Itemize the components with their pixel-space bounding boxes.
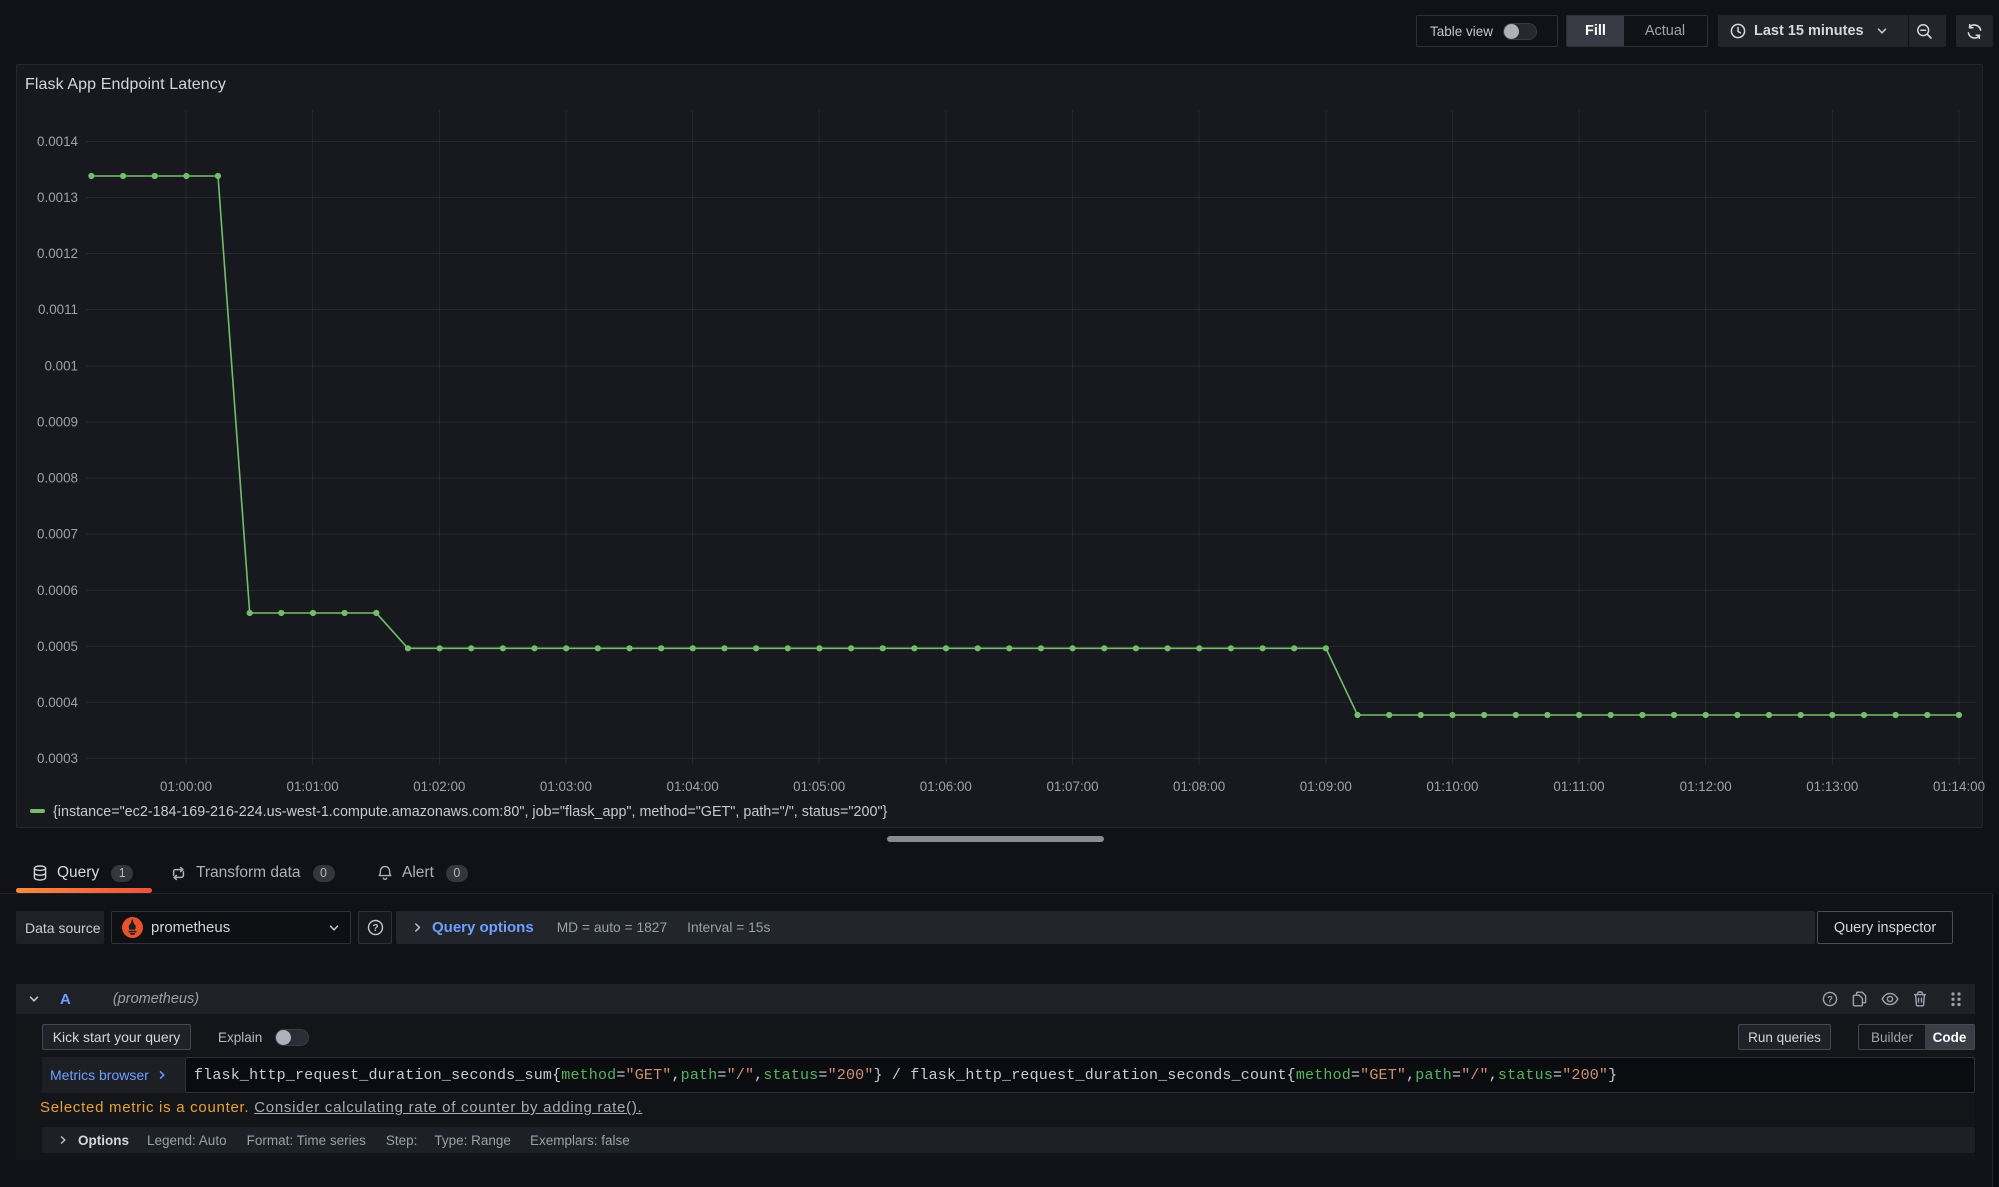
svg-text:0.0014: 0.0014: [37, 134, 79, 149]
svg-text:0.0005: 0.0005: [37, 639, 78, 654]
svg-text:0.001: 0.001: [44, 358, 78, 373]
svg-text:01:06:00: 01:06:00: [920, 779, 972, 794]
svg-text:{instance="ec2-184-169-216-224: {instance="ec2-184-169-216-224.us-west-1…: [53, 804, 888, 820]
svg-text:01:07:00: 01:07:00: [1046, 779, 1098, 794]
svg-text:01:04:00: 01:04:00: [667, 779, 719, 794]
svg-text:01:09:00: 01:09:00: [1300, 779, 1352, 794]
svg-text:01:03:00: 01:03:00: [540, 779, 592, 794]
svg-text:0.0004: 0.0004: [37, 695, 79, 710]
svg-text:?: ?: [372, 923, 378, 934]
svg-text:0.0011: 0.0011: [38, 302, 78, 317]
svg-text:01:05:00: 01:05:00: [793, 779, 845, 794]
svg-text:01:02:00: 01:02:00: [413, 779, 465, 794]
svg-text:0.0008: 0.0008: [37, 471, 78, 486]
svg-text:0.0003: 0.0003: [37, 751, 78, 766]
svg-text:01:08:00: 01:08:00: [1173, 779, 1225, 794]
svg-text:01:01:00: 01:01:00: [287, 779, 339, 794]
svg-text:0.0007: 0.0007: [37, 527, 78, 542]
svg-text:0.0013: 0.0013: [37, 190, 78, 205]
svg-text:01:00:00: 01:00:00: [160, 779, 212, 794]
svg-text:0.0009: 0.0009: [37, 414, 78, 429]
svg-text:0.0012: 0.0012: [37, 246, 78, 261]
svg-text:01:13:00: 01:13:00: [1806, 779, 1858, 794]
svg-text:01:12:00: 01:12:00: [1680, 779, 1732, 794]
svg-text:01:11:00: 01:11:00: [1553, 779, 1604, 794]
svg-text:?: ?: [1827, 994, 1833, 1005]
svg-text:01:14:00: 01:14:00: [1933, 779, 1985, 794]
svg-text:0.0006: 0.0006: [37, 583, 78, 598]
svg-text:01:10:00: 01:10:00: [1426, 779, 1478, 794]
